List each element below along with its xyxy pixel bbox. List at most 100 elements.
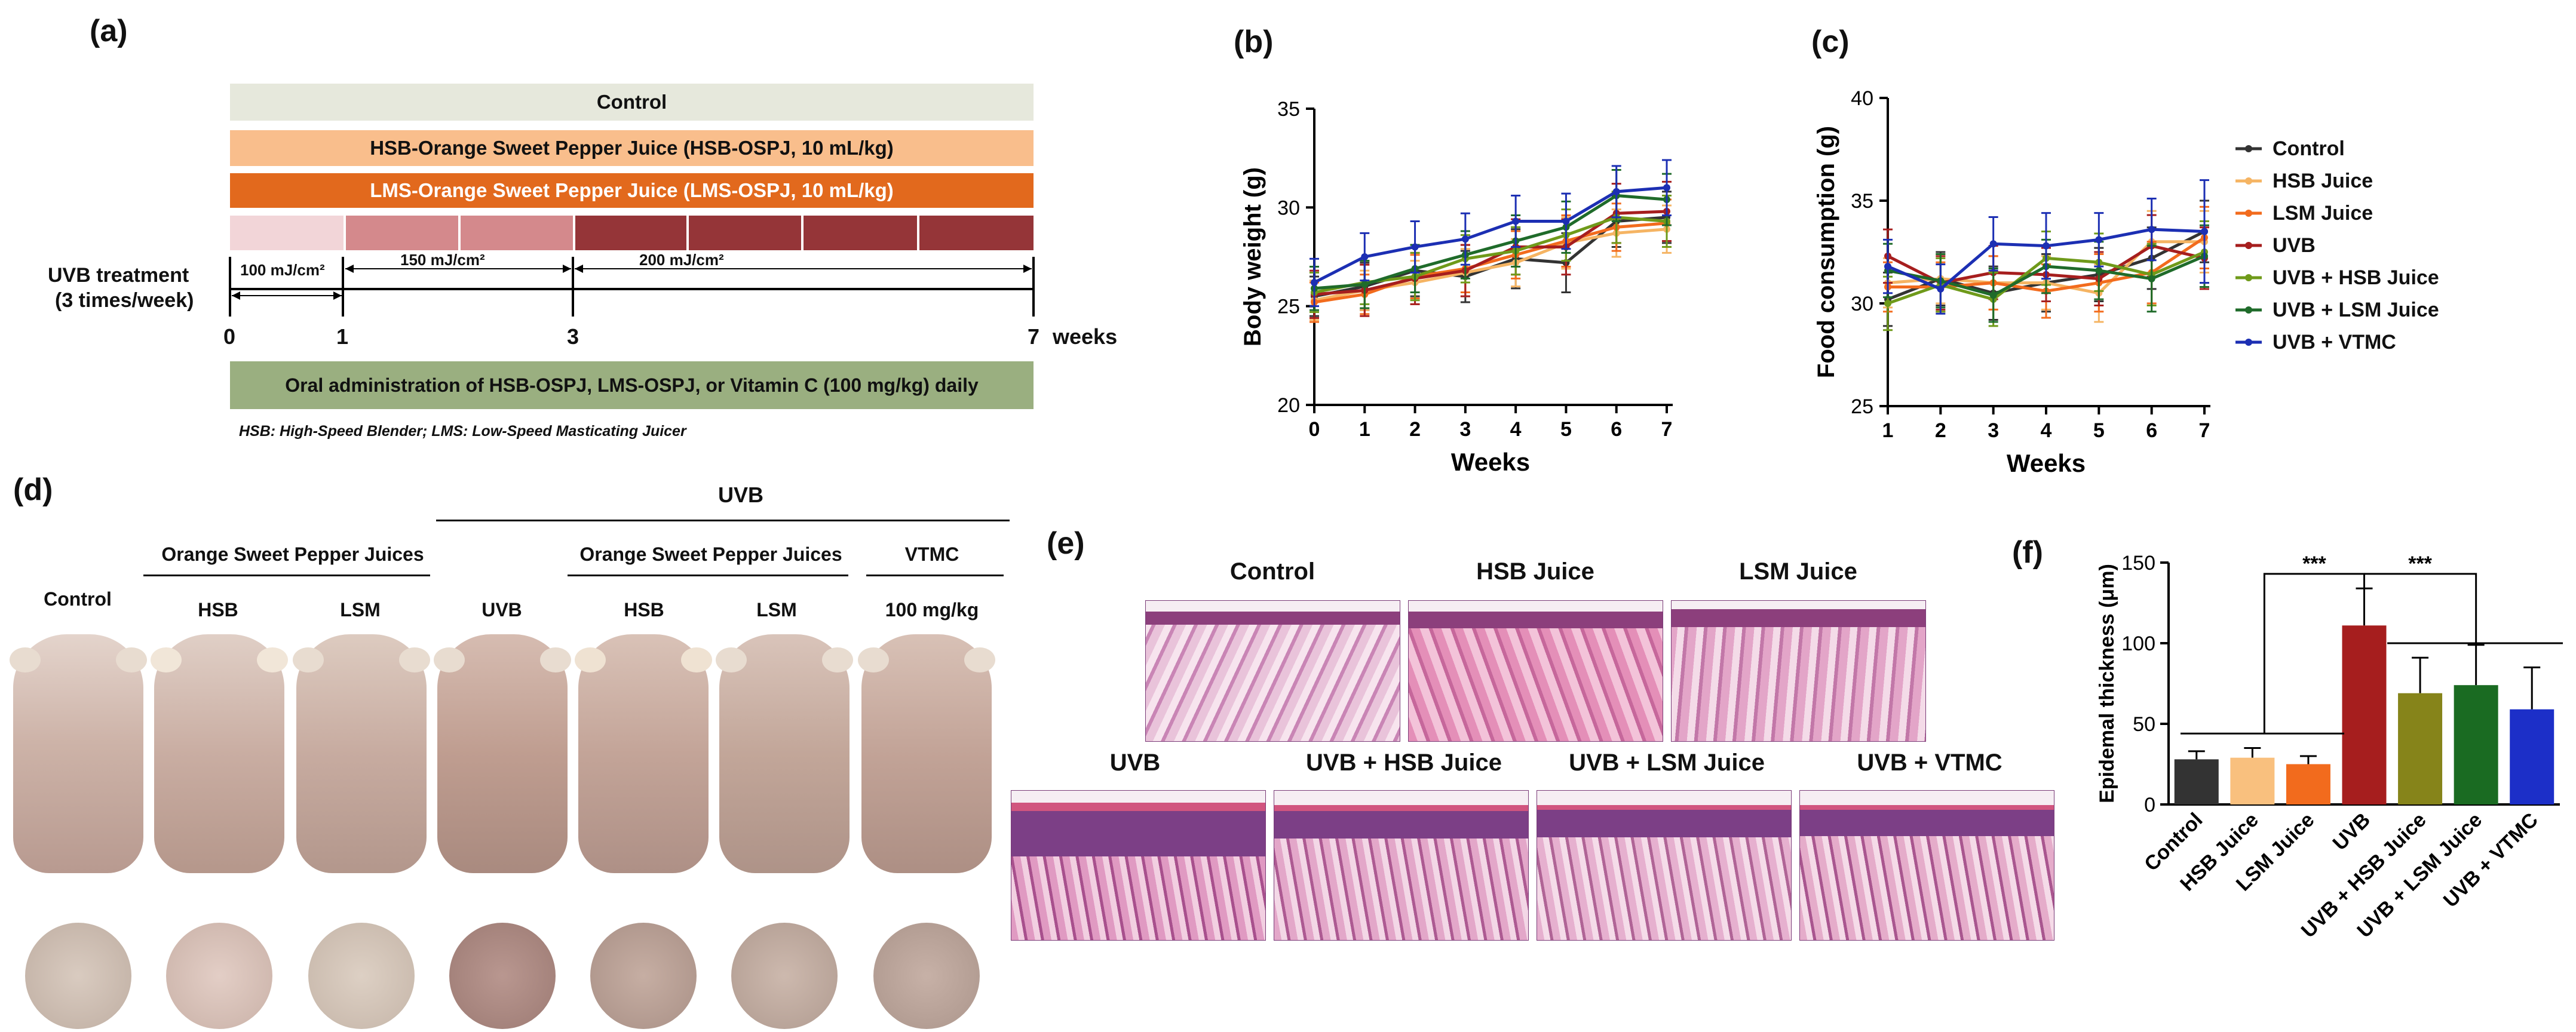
legend-label: UVB + LSM Juice bbox=[2273, 298, 2439, 321]
uvb-treatment-line1: UVB treatment bbox=[48, 264, 189, 287]
thickness-bar-5 bbox=[2398, 693, 2443, 804]
weight-x-tick-label: 2 bbox=[1409, 418, 1421, 441]
legend-entry: UVB bbox=[2234, 229, 2439, 262]
col-label-uvb-lsm: LSM bbox=[756, 599, 797, 621]
col-label-control: Control bbox=[44, 588, 112, 610]
food-point bbox=[2095, 266, 2103, 274]
dose3-label: 200 mJ/cm² bbox=[639, 251, 724, 269]
control-bar: Control bbox=[230, 84, 1034, 121]
food-point bbox=[1884, 263, 1891, 271]
thickness-category-label: UVB bbox=[2329, 809, 2375, 855]
skin-closeup-uvb-lsm bbox=[731, 923, 838, 1029]
skin-closeup-lsm bbox=[308, 923, 415, 1029]
food-y-tick-label: 35 bbox=[1851, 190, 1873, 213]
legend-entry: UVB + LSM Juice bbox=[2234, 294, 2439, 326]
weight-point bbox=[1311, 278, 1318, 286]
legend-label: LSM Juice bbox=[2273, 201, 2373, 225]
dose2-label: 150 mJ/cm² bbox=[400, 251, 485, 269]
col-label-lsm: LSM bbox=[340, 599, 381, 621]
food-y-axis-title: Food consumption (g) bbox=[1813, 126, 1839, 378]
col-label-hsb: HSB bbox=[198, 599, 238, 621]
food-point bbox=[1884, 300, 1891, 307]
thickness-y-tick-label: 100 bbox=[2121, 632, 2155, 655]
legend-swatch bbox=[2235, 242, 2262, 249]
food-point bbox=[1937, 285, 1945, 293]
line-chart-legend: Control HSB Juice LSM Juice UVB UVB + HSB Ju… bbox=[2234, 133, 2439, 358]
weight-point bbox=[1612, 188, 1620, 195]
food-y-tick-label: 40 bbox=[1851, 87, 1873, 110]
histo-label-uvb: UVB bbox=[1109, 750, 1161, 776]
food-point bbox=[1989, 240, 1997, 248]
weight-x-tick-label: 6 bbox=[1611, 418, 1622, 441]
legend-swatch bbox=[2235, 306, 2262, 314]
legend-label: UVB + HSB Juice bbox=[2273, 266, 2439, 289]
weight-x-tick-label: 0 bbox=[1309, 418, 1320, 441]
dose-block-week7 bbox=[919, 216, 1034, 250]
weight-point bbox=[1411, 243, 1419, 251]
food-point bbox=[2201, 228, 2208, 235]
uvb-treatment-label: UVB treatment (3 times/week) bbox=[48, 263, 194, 313]
thickness-bar-3 bbox=[2286, 764, 2330, 804]
osp-left-line bbox=[143, 575, 430, 576]
legend-entry: HSB Juice bbox=[2234, 165, 2439, 197]
significance-marker-1: *** bbox=[2302, 552, 2326, 575]
timeline-weeks-label: weeks bbox=[1053, 324, 1118, 349]
weight-y-tick-label: 25 bbox=[1277, 296, 1300, 318]
osp-juices-right-header: Orange Sweet Pepper Juices bbox=[579, 543, 842, 565]
thickness-bar-1 bbox=[2174, 759, 2219, 804]
skin-closeup-hsb bbox=[166, 923, 272, 1029]
legend-swatch bbox=[2235, 274, 2262, 281]
legend-entry: UVB + HSB Juice bbox=[2234, 262, 2439, 294]
mouse-photo-hsb bbox=[151, 634, 288, 873]
weight-x-tick-label: 3 bbox=[1459, 418, 1471, 441]
thickness-bar-4 bbox=[2342, 625, 2387, 804]
thickness-bar-2 bbox=[2230, 757, 2275, 804]
osp-right-line bbox=[568, 575, 848, 576]
significance-marker-2: *** bbox=[2408, 552, 2432, 575]
food-consumption-chart: 25 30 35 40 1 2 3 4 5 6 7 Weeks Food consumption (g) bbox=[1813, 87, 2210, 477]
hsb-bar: HSB-Orange Sweet Pepper Juice (HSB-OSPJ,… bbox=[230, 130, 1034, 166]
legend-entry: Control bbox=[2234, 133, 2439, 165]
legend-swatch bbox=[2235, 145, 2262, 152]
skin-closeup-control bbox=[25, 923, 131, 1029]
panel-e-label: (e) bbox=[1047, 526, 1085, 561]
col-label-uvb: UVB bbox=[482, 599, 522, 621]
legend-swatch-dot bbox=[2245, 210, 2252, 217]
dose-block-week1 bbox=[230, 216, 344, 250]
legend-label: HSB Juice bbox=[2273, 169, 2373, 192]
control-bar-label: Control bbox=[596, 91, 667, 113]
food-x-tick-label: 6 bbox=[2146, 419, 2157, 442]
weight-y-axis-title: Body weight (g) bbox=[1240, 167, 1266, 346]
legend-label: UVB + VTMC bbox=[2273, 330, 2396, 354]
histo-label-uvb-hsb: UVB + HSB Juice bbox=[1306, 750, 1502, 776]
dose-block-week6 bbox=[804, 216, 917, 250]
oral-administration-bar: Oral administration of HSB-OSPJ, LMS-OSP… bbox=[230, 361, 1034, 409]
thickness-y-tick-label: 50 bbox=[2133, 713, 2155, 736]
dose-block-week2 bbox=[346, 216, 458, 250]
lms-bar: LMS-Orange Sweet Pepper Juice (LMS-OSPJ,… bbox=[230, 173, 1034, 208]
thickness-y-tick-label: 150 bbox=[2121, 552, 2155, 575]
significance-bracket-left bbox=[2263, 573, 2365, 734]
weight-point bbox=[1663, 184, 1670, 192]
lms-bar-label: LMS-Orange Sweet Pepper Juice (LMS-OSPJ,… bbox=[370, 179, 894, 201]
uvb-group-line bbox=[436, 520, 1010, 521]
skin-closeup-uvb-hsb bbox=[590, 923, 697, 1029]
panel-c-label: (c) bbox=[1811, 24, 1850, 59]
food-point bbox=[1989, 291, 1997, 299]
weight-point bbox=[1461, 235, 1469, 243]
food-y-tick-label: 30 bbox=[1851, 293, 1873, 315]
dose-block-week3 bbox=[461, 216, 573, 250]
food-point bbox=[2095, 236, 2103, 244]
legend-entry: UVB + VTMC bbox=[2234, 326, 2439, 358]
panel-b-label: (b) bbox=[1234, 24, 1274, 59]
legend-swatch-dot bbox=[2245, 177, 2252, 185]
histology-uvb-lsm bbox=[1537, 790, 1792, 941]
weight-y-tick-label: 20 bbox=[1277, 394, 1300, 417]
abbreviation-footnote: HSB: High-Speed Blender; LMS: Low-Speed … bbox=[239, 423, 686, 440]
uvb-timeline bbox=[229, 257, 1035, 317]
legend-swatch-dot bbox=[2245, 145, 2252, 152]
food-x-tick-label: 2 bbox=[1935, 419, 1946, 442]
food-x-axis-title: Weeks bbox=[2007, 449, 2086, 477]
